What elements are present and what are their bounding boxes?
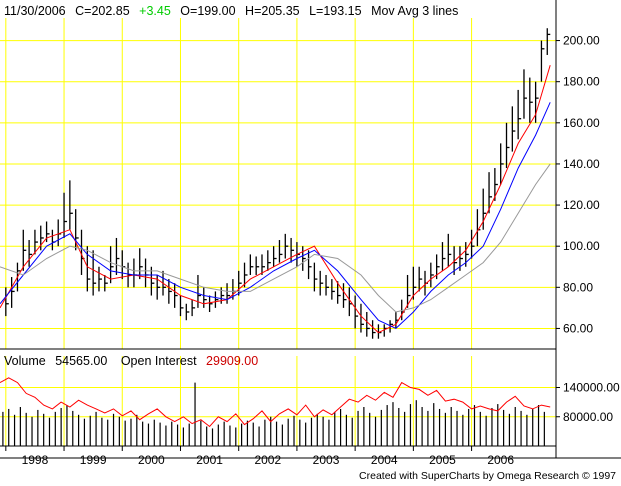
header-date: 11/30/2006 [4,4,66,18]
price-y-tick-label: 180.00 [563,75,600,89]
volume-value: 54565.00 [55,354,107,368]
open-interest-value: 29909.00 [206,354,258,368]
svg-text:11/30/2006 C=202.85: 11/30/2006 C=202.85 +3.45 O=199.00 H=205… [4,4,458,18]
moving-average-short-line [0,65,551,334]
volume-y-tick-label: 140000.00 [563,381,620,395]
header-low: L=193.15 [309,4,362,18]
x-tick-label: 1998 [22,453,49,467]
header-high: H=205.35 [245,4,300,18]
header-indicator: Mov Avg 3 lines [371,4,458,18]
price-y-tick-label: 60.00 [563,321,593,335]
x-tick-label: 2001 [196,453,223,467]
open-interest-line [0,377,551,428]
x-tick-label: 2005 [429,453,456,467]
open-interest-label: Open Interest [121,354,197,368]
footer-credit: Created with SuperCharts by Omega Resear… [359,470,616,482]
x-tick-label: 2002 [254,453,281,467]
price-y-tick-label: 200.00 [563,34,600,48]
price-y-tick-label: 140.00 [563,157,600,171]
price-y-tick-label: 80.00 [563,280,593,294]
x-tick-label: 2003 [313,453,340,467]
svg-text:Volume 54565.00 Op: Volume 54565.00 Open Interest 29909.00 [4,354,258,368]
header-change: +3.45 [139,4,171,18]
x-tick-label: 1999 [80,453,107,467]
price-y-tick-label: 100.00 [563,239,600,253]
price-y-tick-label: 120.00 [563,198,600,212]
moving-average-mid-line [0,102,551,329]
price-y-tick-label: 160.00 [563,116,600,130]
header-open: O=199.00 [180,4,235,18]
volume-label: Volume [4,354,46,368]
volume-y-tick-label: 80000.00 [563,410,613,424]
x-tick-label: 2000 [138,453,165,467]
header-close: C=202.85 [75,4,130,18]
x-tick-label: 2006 [487,453,514,467]
x-tick-label: 2004 [371,453,398,467]
moving-average-long-line [0,163,551,313]
